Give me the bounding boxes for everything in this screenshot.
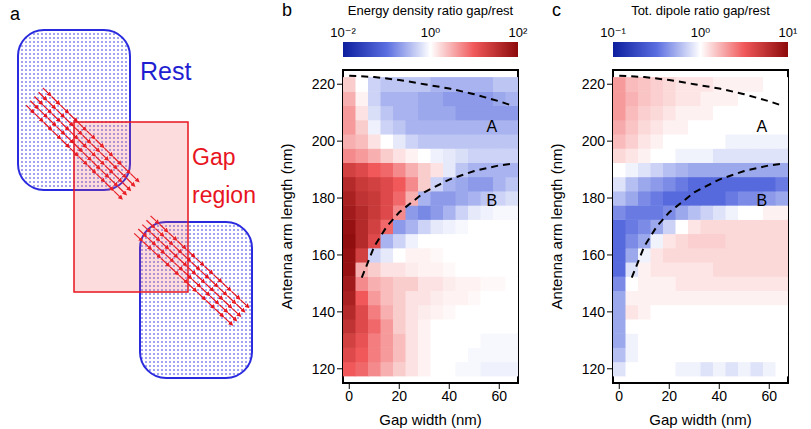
svg-text:10⁰: 10⁰	[421, 25, 441, 40]
svg-text:A: A	[756, 118, 767, 135]
svg-text:Rest: Rest	[140, 57, 191, 85]
svg-text:Antenna arm length (nm): Antenna arm length (nm)	[548, 144, 565, 310]
svg-text:120: 120	[582, 361, 606, 377]
svg-text:20: 20	[661, 388, 677, 404]
svg-text:a: a	[10, 4, 21, 24]
svg-text:Energy density ratio gap/rest: Energy density ratio gap/rest	[348, 3, 514, 18]
svg-text:B: B	[486, 192, 497, 209]
svg-text:60: 60	[761, 388, 777, 404]
svg-text:10⁻¹: 10⁻¹	[600, 25, 626, 40]
svg-text:160: 160	[582, 247, 606, 263]
svg-text:10⁻²: 10⁻²	[330, 25, 356, 40]
svg-text:0: 0	[615, 388, 623, 404]
svg-text:200: 200	[582, 133, 606, 149]
svg-text:200: 200	[312, 133, 336, 149]
svg-text:10¹: 10¹	[779, 25, 798, 40]
svg-text:A: A	[486, 118, 497, 135]
svg-text:180: 180	[312, 190, 336, 206]
svg-text:160: 160	[312, 247, 336, 263]
svg-text:10²: 10²	[509, 25, 528, 40]
svg-text:180: 180	[582, 190, 606, 206]
svg-text:60: 60	[491, 388, 507, 404]
svg-text:Antenna arm length (nm): Antenna arm length (nm)	[278, 144, 295, 310]
html-text:c: c	[552, 0, 561, 20]
svg-text:140: 140	[312, 304, 336, 320]
svg-text:40: 40	[711, 388, 727, 404]
svg-text:Gap width (nm): Gap width (nm)	[379, 411, 482, 428]
svg-text:region: region	[192, 182, 256, 208]
svg-text:Tot. dipole ratio gap/rest: Tot. dipole ratio gap/rest	[631, 3, 770, 18]
svg-text:220: 220	[312, 76, 336, 92]
svg-text:B: B	[756, 192, 767, 209]
html-text:b: b	[282, 0, 292, 20]
svg-text:10⁰: 10⁰	[691, 25, 711, 40]
svg-text:120: 120	[312, 361, 336, 377]
svg-text:40: 40	[441, 388, 457, 404]
svg-text:20: 20	[391, 388, 407, 404]
svg-text:0: 0	[345, 388, 353, 404]
svg-text:220: 220	[582, 76, 606, 92]
svg-text:140: 140	[582, 304, 606, 320]
svg-text:Gap width (nm): Gap width (nm)	[649, 411, 752, 428]
svg-text:Gap: Gap	[192, 144, 235, 170]
